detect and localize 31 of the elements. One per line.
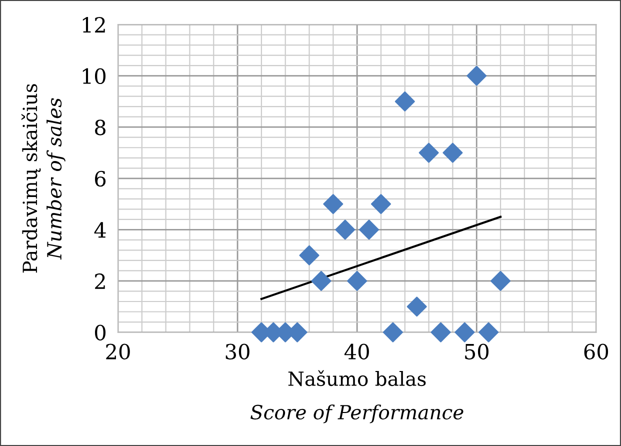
point xyxy=(466,66,487,86)
y-tick-label: 12 xyxy=(82,16,105,32)
point xyxy=(454,322,475,342)
x-tick-label: 30 xyxy=(226,344,250,360)
y-tick-label: 8 xyxy=(95,120,106,136)
x-tick-label: 60 xyxy=(584,344,608,360)
point xyxy=(490,270,511,291)
y-tick-label: 6 xyxy=(95,170,106,187)
point xyxy=(442,142,463,163)
point xyxy=(382,322,403,342)
y-tick-label: 4 xyxy=(94,222,106,238)
point xyxy=(323,194,344,214)
point xyxy=(418,142,439,163)
y-tick-label: 10 xyxy=(82,68,106,84)
point xyxy=(311,270,332,291)
point xyxy=(430,322,451,342)
x-axis-title: Našumo balas Score of Performance xyxy=(250,370,464,424)
point xyxy=(370,194,391,214)
y-axis-title: Pardavimų skaičius Number of sales xyxy=(21,84,66,273)
y-tick-label: 2 xyxy=(95,273,105,289)
x-tick-label: 40 xyxy=(344,344,369,360)
point xyxy=(478,322,499,342)
x-tick-label: 50 xyxy=(465,344,488,360)
point xyxy=(359,220,380,240)
y-tick-label: 0 xyxy=(94,324,106,340)
point xyxy=(347,270,368,291)
x-tick-label: 20 xyxy=(106,344,130,360)
point xyxy=(394,91,415,112)
point xyxy=(335,220,356,240)
point xyxy=(299,245,320,266)
point xyxy=(406,296,427,317)
